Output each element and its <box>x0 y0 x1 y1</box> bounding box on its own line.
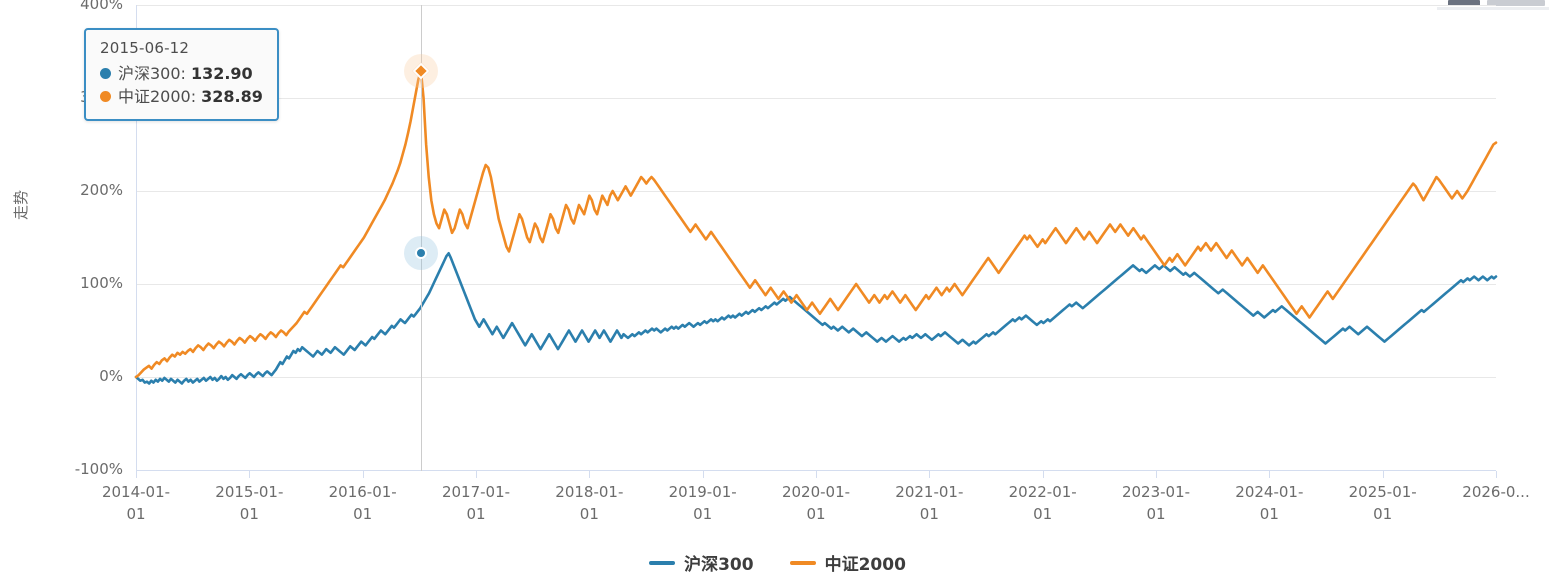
x-tick-label: 2016-01- 01 <box>328 483 397 523</box>
x-tick-label: 2025-01- 01 <box>1348 483 1417 523</box>
tooltip-series-value: 328.89 <box>201 87 263 106</box>
x-tick-label: 2017-01- 01 <box>441 483 511 523</box>
series-line-hushen300 <box>134 252 1498 385</box>
x-tick-mark <box>136 471 137 478</box>
tooltip-series-name: 沪深300: <box>118 64 186 83</box>
y-tick-label: -100% <box>74 460 123 478</box>
legend-line-icon <box>649 560 676 565</box>
x-tick-label: 2021-01- 01 <box>895 483 964 523</box>
x-tick-label: 2020-01- 01 <box>781 483 851 523</box>
x-tick-mark <box>702 471 704 478</box>
series-line-zhongzheng2000 <box>134 69 1498 379</box>
chart-toolbar[interactable] <box>1435 0 1555 9</box>
tooltip-series-name: 中证2000: <box>118 87 197 106</box>
legend-label: 沪深300 <box>684 555 754 575</box>
x-tick-mark <box>1042 471 1044 478</box>
y-tick-label: 400% <box>80 0 123 13</box>
menu-icon[interactable] <box>1487 0 1545 6</box>
gridline <box>136 191 1496 192</box>
y-axis-line <box>136 5 137 471</box>
tooltip: 2015-06-12 沪深300: 132.90 中证2000: 328.89 <box>84 28 279 121</box>
y-tick-label: 200% <box>80 181 123 199</box>
marker-hushen300 <box>414 247 427 260</box>
tooltip-row: 中证2000: 328.89 <box>100 85 263 108</box>
x-tick-mark <box>1269 471 1271 478</box>
x-tick-mark <box>1496 471 1497 478</box>
chart-legend[interactable]: 沪深300 中证2000 <box>0 550 1555 575</box>
x-tick-label: 2026-0... <box>1462 483 1530 501</box>
x-tick-label: 2015-01- 01 <box>215 483 284 523</box>
legend-item-zhongzheng2000[interactable]: 中证2000 <box>789 550 906 575</box>
gridline <box>136 5 1496 6</box>
tooltip-series-value: 132.90 <box>190 64 253 83</box>
x-axis-line <box>136 470 1496 471</box>
tooltip-bullet-icon <box>100 91 111 102</box>
x-tick-label: 2018-01- 01 <box>555 483 624 523</box>
x-tick-mark <box>249 471 251 478</box>
x-tick-mark <box>476 471 477 478</box>
tooltip-date: 2015-06-12 <box>100 39 190 57</box>
x-tick-mark <box>1156 471 1157 478</box>
x-tick-mark <box>929 471 931 478</box>
x-tick-mark <box>362 471 364 478</box>
crosshair-line <box>420 5 422 471</box>
x-tick-label: 2022-01- 01 <box>1008 483 1077 523</box>
legend-line-icon <box>789 560 816 565</box>
gridline <box>136 377 1496 378</box>
x-tick-label: 2014-01- 01 <box>101 483 171 523</box>
restore-icon[interactable] <box>1448 0 1480 6</box>
x-tick-label: 2019-01- 01 <box>668 483 737 523</box>
toolbar-underline <box>1437 7 1549 10</box>
tooltip-rows: 沪深300: 132.90 中证2000: 328.89 <box>100 62 263 108</box>
x-tick-mark <box>816 471 817 478</box>
x-tick-mark <box>589 471 591 478</box>
y-tick-label: 100% <box>80 274 123 292</box>
gridline <box>136 98 1496 99</box>
x-tick-label: 2023-01- 01 <box>1121 483 1191 523</box>
legend-item-hushen300[interactable]: 沪深300 <box>649 550 754 575</box>
tooltip-bullet-icon <box>100 68 111 79</box>
y-tick-label: 0% <box>99 367 123 385</box>
gridline <box>136 284 1496 285</box>
tooltip-row: 沪深300: 132.90 <box>100 62 263 85</box>
x-tick-label: 2024-01- 01 <box>1235 483 1304 523</box>
legend-label: 中证2000 <box>824 555 906 575</box>
x-tick-mark <box>1382 471 1384 478</box>
